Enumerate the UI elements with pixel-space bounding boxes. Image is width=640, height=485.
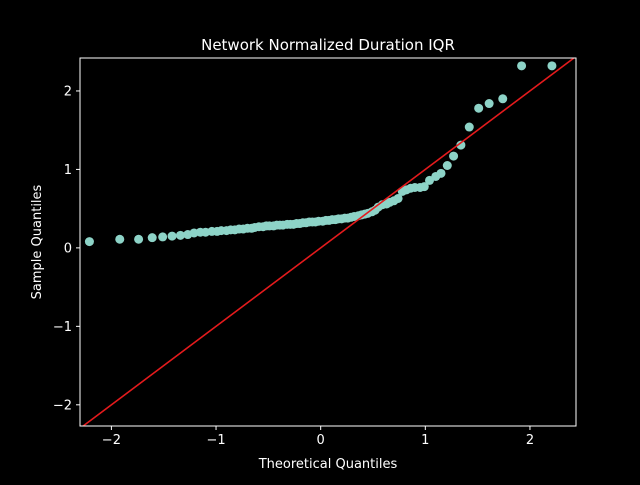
data-point — [456, 140, 466, 150]
data-point — [449, 151, 459, 161]
data-point — [464, 122, 474, 132]
y-axis-ticks: −2 −1 0 1 2 — [53, 84, 80, 413]
data-point — [393, 193, 403, 203]
chart-title: Network Normalized Duration IQR — [201, 36, 455, 54]
data-point — [147, 233, 157, 243]
y-tick-label: 2 — [64, 84, 72, 99]
data-point — [517, 61, 527, 71]
y-tick-label: 0 — [64, 241, 72, 256]
x-tick-label: −1 — [206, 433, 225, 448]
data-point — [115, 234, 125, 244]
axes-frame — [79, 57, 577, 427]
plot-marks — [81, 58, 576, 426]
y-tick-label: −1 — [53, 320, 72, 335]
data-point — [158, 232, 168, 242]
reference-line — [81, 58, 576, 426]
data-point — [498, 94, 508, 104]
x-axis-ticks: −2 −1 0 1 2 — [102, 426, 534, 448]
data-point — [84, 237, 94, 247]
data-point — [175, 230, 185, 240]
y-axis-label: Sample Quantiles — [30, 184, 45, 299]
data-point — [419, 182, 429, 192]
data-point — [134, 234, 144, 244]
data-point — [436, 168, 446, 178]
data-point — [442, 160, 452, 170]
data-point — [167, 231, 177, 241]
x-tick-label: 1 — [421, 433, 429, 448]
x-axis-label: Theoretical Quantiles — [258, 457, 398, 472]
y-tick-label: 1 — [64, 163, 72, 178]
data-point — [474, 103, 484, 113]
data-point — [547, 61, 557, 71]
data-point — [484, 99, 494, 109]
x-tick-label: −2 — [102, 433, 121, 448]
x-tick-label: 0 — [317, 433, 325, 448]
y-tick-label: −2 — [53, 398, 72, 413]
x-tick-label: 2 — [526, 433, 534, 448]
